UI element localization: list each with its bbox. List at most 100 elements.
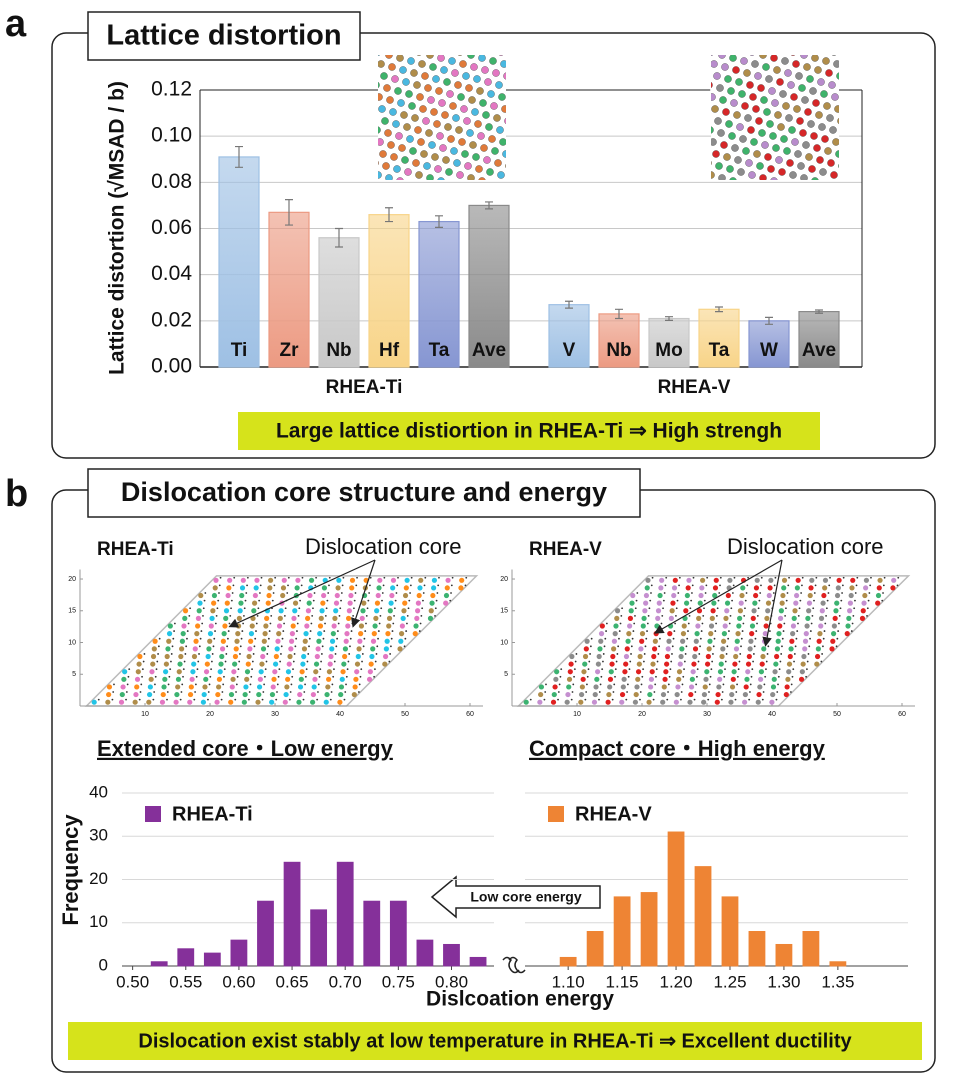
atom <box>192 646 198 652</box>
atom <box>443 592 450 599</box>
crystal-atom <box>523 111 530 118</box>
atom <box>794 585 800 591</box>
atom <box>859 615 866 621</box>
atom-small <box>283 614 286 617</box>
atom-small <box>600 675 603 678</box>
crystal-atom <box>525 201 532 208</box>
atom-small <box>324 622 326 625</box>
atom <box>721 638 727 644</box>
atom-small <box>683 660 686 663</box>
atom-small <box>343 698 346 701</box>
y-tick-label: 0 <box>99 955 108 974</box>
atom <box>637 653 643 660</box>
crystal-atom <box>643 120 650 127</box>
atom-small <box>225 653 228 655</box>
atom <box>328 653 334 660</box>
atom-small <box>820 660 823 663</box>
atom-small <box>232 584 235 587</box>
error-bar <box>235 145 243 168</box>
atom-small <box>355 584 358 587</box>
atom <box>274 646 280 652</box>
atom-small <box>678 576 681 579</box>
atom-small <box>221 691 224 693</box>
atom-small <box>645 637 648 640</box>
atom <box>358 631 364 637</box>
atom-small <box>284 607 287 610</box>
crystal-atom <box>583 105 590 112</box>
crystal-atom <box>711 171 715 179</box>
atom-small <box>126 683 129 686</box>
atom <box>213 577 219 583</box>
atom-small <box>393 614 395 617</box>
atom-small <box>662 607 664 610</box>
atom <box>552 684 558 690</box>
atom <box>724 600 731 606</box>
crystal-atom <box>695 123 702 130</box>
crystal-atom <box>412 159 420 167</box>
atom <box>414 615 420 621</box>
atom <box>311 684 317 690</box>
atom <box>783 691 789 698</box>
bar <box>363 900 381 967</box>
crystal-atom <box>500 183 507 190</box>
crystal-atom <box>348 108 355 115</box>
crystal-atom <box>401 33 408 40</box>
atom-small <box>449 599 452 602</box>
crystal-atom <box>388 63 396 71</box>
crystal-atom <box>346 141 353 148</box>
y-tick-label: 5 <box>72 671 76 678</box>
atom-small <box>687 630 689 632</box>
atom <box>182 608 189 614</box>
crystal-atom <box>369 69 376 76</box>
y-tick-label: 0.06 <box>151 216 192 239</box>
error-bar <box>485 201 493 210</box>
crystal-atom <box>805 30 812 37</box>
atom <box>692 653 698 660</box>
atom-small <box>253 645 256 648</box>
atom <box>666 638 672 644</box>
atom <box>684 592 690 599</box>
atom <box>715 691 721 698</box>
atom <box>566 684 572 690</box>
atom <box>670 600 676 606</box>
atom <box>807 592 813 599</box>
atom-small <box>257 607 260 610</box>
atom <box>630 592 636 599</box>
atom-small <box>224 660 227 663</box>
atom <box>211 592 218 599</box>
atom-small <box>303 691 306 693</box>
atom-small <box>320 660 322 663</box>
atom <box>629 600 635 606</box>
atom-small <box>726 645 729 648</box>
atom-small <box>630 645 633 648</box>
atom <box>554 669 560 675</box>
atom-small <box>702 614 705 617</box>
atom <box>844 631 850 637</box>
crystal-atom <box>491 147 499 155</box>
atom <box>235 631 241 637</box>
atom <box>384 638 390 644</box>
crystal-atom <box>627 138 634 145</box>
crystal-atom <box>501 105 506 113</box>
crystal-atom <box>541 60 548 67</box>
atom <box>459 577 465 583</box>
crystal-atom <box>871 171 878 178</box>
crystal-atom <box>392 120 400 128</box>
atom-small <box>227 637 229 640</box>
atom-small <box>733 576 736 579</box>
atom <box>778 608 784 614</box>
atom-small <box>781 645 783 648</box>
atom <box>683 608 689 614</box>
crystal-atom <box>359 111 366 118</box>
atom-small <box>97 698 100 701</box>
atom <box>550 699 557 705</box>
atom-small <box>189 607 192 610</box>
atom <box>151 646 157 652</box>
crystal-atom <box>536 81 543 88</box>
crystal-atom <box>681 108 688 115</box>
crystal-atom <box>831 55 837 56</box>
atom-small <box>278 668 281 671</box>
bar <box>257 900 274 967</box>
crystal-atom <box>390 153 398 161</box>
atom <box>677 661 683 667</box>
